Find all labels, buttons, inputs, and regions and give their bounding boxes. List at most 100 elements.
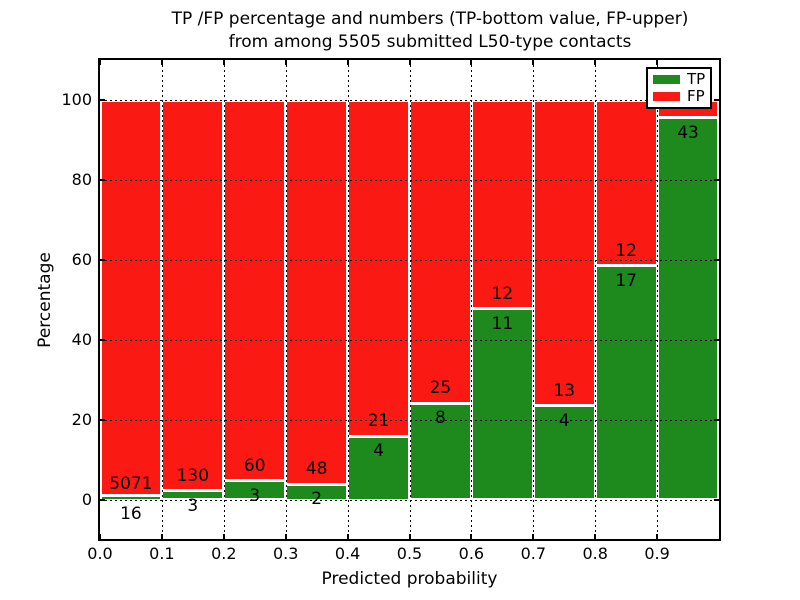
y-tick-label: 80 xyxy=(71,170,92,189)
x-tick-mark xyxy=(160,534,163,539)
vertical-gridline xyxy=(657,60,659,539)
x-tick-mark xyxy=(346,534,349,539)
fp-bar-segment xyxy=(101,102,161,494)
y-right-tick-mark xyxy=(714,179,719,181)
axis-spine-top xyxy=(98,58,721,60)
x-top-tick-mark xyxy=(160,60,163,65)
chart-title: TP /FP percentage and numbers (TP-bottom… xyxy=(60,8,800,54)
x-tick-label: 0.7 xyxy=(520,544,547,563)
y-right-tick-mark xyxy=(714,99,719,101)
x-top-tick-mark xyxy=(99,60,101,65)
chart-title-line2: from among 5505 submitted L50-type conta… xyxy=(228,32,632,52)
x-tick-label: 0.2 xyxy=(211,544,237,563)
vertical-gridline xyxy=(409,60,411,539)
y-right-tick-mark xyxy=(714,339,719,341)
chart-title-line1: TP /FP percentage and numbers (TP-bottom… xyxy=(171,9,689,29)
tp-bar-segment xyxy=(534,407,594,499)
x-tick-label: 0.9 xyxy=(644,544,670,563)
y-right-tick-mark xyxy=(714,499,719,501)
legend-label-fp: FP xyxy=(687,87,705,105)
y-tick-label: 20 xyxy=(71,410,92,429)
horizontal-gridline xyxy=(100,420,719,421)
vertical-gridline xyxy=(595,60,597,539)
tp-legend-swatch-icon xyxy=(653,75,680,84)
x-top-tick-mark xyxy=(346,60,349,65)
fp-bar-segment xyxy=(411,102,470,402)
fp-bar-segment xyxy=(163,102,223,490)
x-tick-label: 0.5 xyxy=(396,544,423,563)
axis-spine-left xyxy=(98,58,100,541)
fp-bar-segment xyxy=(287,102,347,483)
x-tick-mark xyxy=(594,534,597,539)
fp-legend-swatch-icon xyxy=(653,92,680,101)
tp-count-label: 2 xyxy=(311,489,323,509)
fp-count-label: 12 xyxy=(615,240,637,261)
horizontal-gridline xyxy=(100,180,719,181)
tp-count-label: 4 xyxy=(558,410,570,431)
y-tick-mark xyxy=(100,179,105,181)
y-tick-mark xyxy=(100,99,105,101)
tp-bar-segment xyxy=(596,267,656,499)
x-tick-mark xyxy=(408,534,411,539)
horizontal-gridline xyxy=(100,260,719,261)
tp-bar-segment xyxy=(225,482,285,499)
axis-spine-right xyxy=(719,58,721,541)
x-tick-mark xyxy=(532,534,535,539)
fp-count-label: 12 xyxy=(491,283,514,304)
fp-bar-segment xyxy=(534,102,594,405)
vertical-gridline xyxy=(347,60,349,539)
x-tick-label: 0.4 xyxy=(334,544,361,563)
y-tick-label: 0 xyxy=(81,490,92,509)
x-top-tick-mark xyxy=(408,60,411,65)
fp-count-label: 60 xyxy=(243,455,266,476)
vertical-gridline xyxy=(223,60,225,539)
x-tick-label: 0.8 xyxy=(582,544,608,563)
fp-count-label: 13 xyxy=(553,380,576,401)
x-tick-label: 0.1 xyxy=(149,544,175,563)
tp-count-label: 11 xyxy=(491,313,514,334)
tp-count-label: 43 xyxy=(677,122,699,143)
tp-count-label: 17 xyxy=(615,270,637,291)
fp-count-label: 130 xyxy=(176,465,210,486)
y-right-tick-mark xyxy=(714,259,719,261)
tp-bar-segment xyxy=(163,492,223,499)
x-top-tick-mark xyxy=(284,60,287,65)
x-tick-mark xyxy=(656,534,659,539)
fp-count-label: 21 xyxy=(367,411,390,431)
fp-count-label: 5071 xyxy=(109,473,153,494)
y-tick-mark xyxy=(100,499,105,501)
tp-bar-segment xyxy=(349,437,408,499)
y-tick-label: 60 xyxy=(71,250,92,269)
legend-label-tp: TP xyxy=(687,70,706,88)
fp-bar-segment xyxy=(472,102,532,308)
tp-bar-segment xyxy=(287,485,347,499)
fp-bar-segment xyxy=(225,102,285,480)
y-tick-mark xyxy=(100,259,105,261)
tp-count-label: 3 xyxy=(249,485,261,506)
x-tick-mark xyxy=(470,534,473,539)
vertical-gridline xyxy=(533,60,535,539)
x-tick-label: 0.3 xyxy=(272,544,299,563)
x-top-tick-mark xyxy=(532,60,535,65)
x-tick-label: 0.0 xyxy=(87,544,113,563)
x-tick-mark xyxy=(284,534,287,539)
legend: TP FP xyxy=(646,67,712,109)
x-top-tick-mark xyxy=(656,60,659,65)
y-tick-label: 100 xyxy=(61,90,92,109)
axis-spine-bottom xyxy=(98,539,721,541)
x-axis-label: Predicted probability xyxy=(321,569,498,589)
tp-count-label: 4 xyxy=(373,441,384,461)
x-top-tick-mark xyxy=(594,60,597,65)
vertical-gridline xyxy=(161,60,163,539)
horizontal-gridline xyxy=(100,100,719,101)
x-tick-mark xyxy=(222,534,225,539)
tp-count-label: 8 xyxy=(435,408,446,429)
tp-bar-segment xyxy=(101,496,161,499)
legend-row-fp: FP xyxy=(648,89,710,104)
fp-bar-segment xyxy=(349,102,408,435)
tp-bar-segment xyxy=(658,119,718,499)
y-tick-label: 40 xyxy=(71,330,92,349)
tp-count-label: 3 xyxy=(187,495,199,516)
y-tick-mark xyxy=(100,339,105,341)
